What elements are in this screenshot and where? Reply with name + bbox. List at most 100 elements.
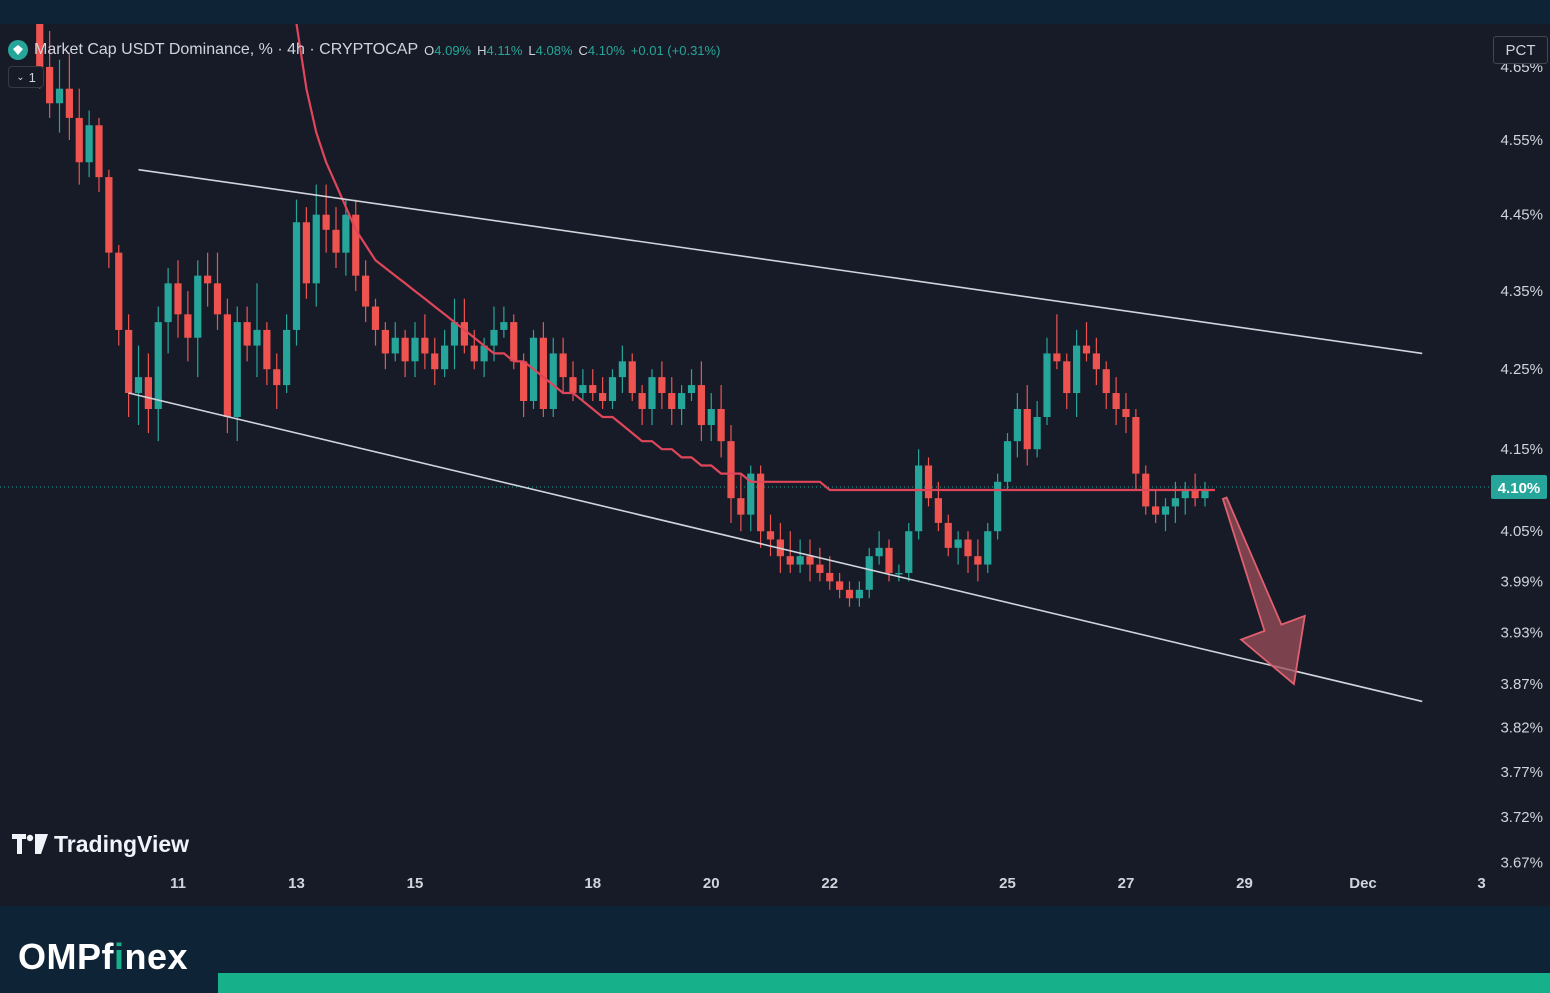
candle-body [648, 377, 656, 409]
candle-body [105, 177, 113, 253]
candle [638, 385, 646, 426]
candle [717, 385, 725, 458]
candles-layer [36, 24, 1209, 607]
x-tick-label: Dec [1349, 875, 1377, 892]
candle [411, 322, 419, 378]
candle-body [115, 252, 123, 330]
candle-body [786, 556, 794, 565]
candle-body [816, 564, 824, 573]
scale-mode-button[interactable]: PCT [1493, 36, 1548, 64]
candle [213, 252, 222, 330]
candle-body [826, 572, 834, 582]
candle-body [707, 408, 715, 426]
candle-body [1003, 441, 1012, 482]
candle-body [194, 275, 202, 338]
candle [263, 322, 271, 386]
candle [125, 314, 133, 418]
low-value: 4.08% [535, 42, 573, 58]
candle [1112, 377, 1120, 426]
chart-panel[interactable]: 4.65% 4.55% 4.45% 4.35% 4.25% 4.15% 4.05% 3.99%… [0, 24, 1550, 906]
candle-body [233, 322, 241, 418]
candle-body [697, 385, 705, 426]
candle-body [836, 581, 844, 590]
candle-body [1013, 408, 1021, 442]
candle [648, 369, 656, 426]
symbol-title: Market Cap USDT Dominance, % · 4h · CRYP… [34, 41, 419, 58]
candle-body [1112, 393, 1120, 409]
symbol-legend[interactable]: Market Cap USDT Dominance, % · 4h · CRYP… [8, 39, 720, 61]
candle-body [845, 589, 854, 599]
candle-body [490, 329, 498, 346]
candle-body [895, 572, 903, 575]
tradingview-logo[interactable]: TradingView [12, 829, 189, 859]
candle-body [95, 125, 103, 178]
candle [1102, 361, 1110, 409]
candle-body [549, 353, 557, 409]
indicator-count: 1 [28, 69, 36, 85]
candle [312, 184, 320, 307]
close-key: C [578, 42, 588, 58]
candle-body [204, 275, 212, 284]
candle-body [302, 222, 310, 284]
candle-body [401, 337, 409, 362]
candle-body [727, 441, 735, 499]
candle [1043, 337, 1051, 426]
candle-body [253, 329, 261, 346]
price-axis[interactable]: 4.65%4.55%4.45%4.35%4.25%4.15%4.05%3.99%… [1500, 59, 1543, 871]
candle-body [362, 275, 370, 307]
lower-channel-line[interactable] [128, 392, 1423, 703]
candle-body [934, 498, 942, 523]
candle-body [875, 547, 883, 557]
candle [806, 539, 814, 582]
candle [233, 306, 241, 442]
candle-body [500, 322, 508, 330]
candle [836, 572, 844, 599]
candle [520, 353, 528, 418]
candle [1063, 353, 1071, 409]
candle [915, 449, 923, 540]
candle-body [263, 329, 271, 370]
diamond-icon [8, 40, 28, 60]
candle-body [1063, 361, 1071, 394]
candle [95, 117, 103, 193]
brand-text-tail: nex [124, 936, 189, 977]
candle-body [332, 229, 340, 253]
price-chart[interactable]: 4.65%4.55%4.45%4.35%4.25%4.15%4.05%3.99%… [0, 24, 1550, 906]
open-value: 4.09% [434, 42, 472, 58]
time-axis[interactable]: 11 13 15 18 20 22 25 27 29 Dec 3 [170, 875, 1486, 892]
candle-body [757, 473, 765, 532]
candle-body [144, 377, 152, 409]
upper-channel-line[interactable] [138, 168, 1423, 355]
projection-arrow-icon[interactable] [1221, 496, 1306, 686]
candle [1003, 433, 1012, 490]
candle [204, 252, 212, 307]
x-tick-label: 13 [288, 875, 305, 892]
candle [608, 369, 617, 409]
last-price-tag [1491, 475, 1547, 499]
x-tick-label: 25 [999, 875, 1016, 892]
candle-body [371, 306, 380, 330]
low-key: L [528, 42, 536, 58]
candle [441, 329, 449, 378]
candle [678, 385, 686, 426]
high-key: H [477, 42, 487, 58]
candle-body [411, 337, 419, 362]
candle-body [322, 214, 330, 230]
candle [75, 88, 83, 185]
candle [450, 298, 459, 370]
candle [895, 564, 903, 582]
moving-average-line [295, 24, 1215, 492]
candle [1053, 314, 1061, 370]
candle [164, 267, 172, 354]
y-tick-label: 3.72% [1500, 809, 1543, 826]
candle [737, 473, 745, 532]
candle-body [915, 465, 923, 532]
candle [1201, 481, 1209, 507]
candle-body [954, 539, 962, 548]
candle-body [480, 345, 488, 362]
candle [174, 260, 182, 338]
candle [1152, 489, 1160, 523]
collapse-indicators-button[interactable]: ⌄ 1 [8, 66, 44, 88]
candle-body [974, 556, 982, 565]
